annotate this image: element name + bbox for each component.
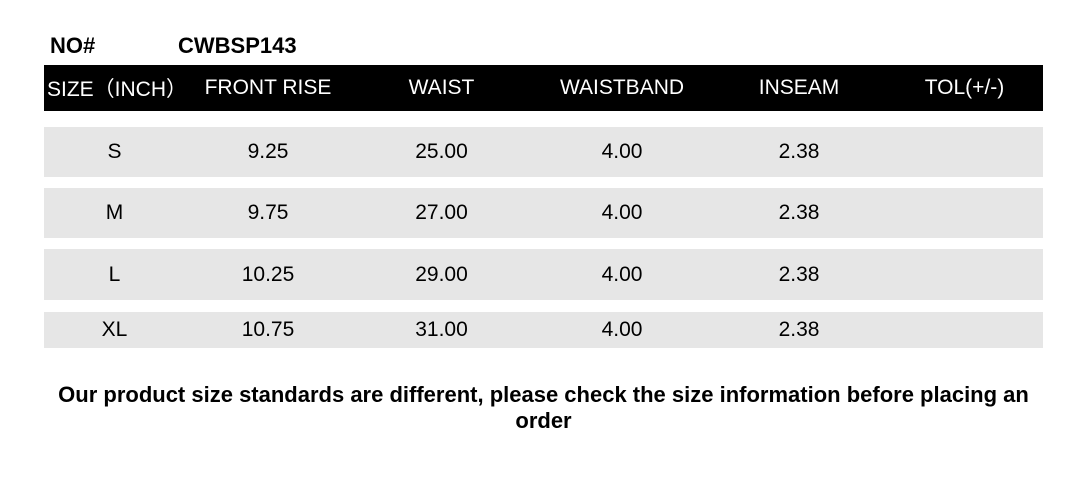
cell-waist: 29.00	[415, 262, 468, 286]
cell-waistband: 4.00	[601, 140, 643, 163]
cell-inseam: 2.38	[778, 140, 820, 163]
cell-front-rise: 10.25	[241, 262, 295, 286]
product-number-line: NO# CWBSP143	[44, 33, 1043, 58]
cell-waist: 25.00	[415, 140, 468, 163]
table-row-size-l: L 10.25 29.00 4.00 2.38	[44, 249, 1043, 300]
cell-front-rise: 10.75	[241, 318, 295, 341]
cell-waistband: 4.00	[601, 201, 643, 224]
product-no-label: NO#	[50, 33, 96, 58]
cell-waist: 27.00	[415, 201, 468, 224]
cell-inseam: 2.38	[778, 201, 820, 224]
column-header-front-rise: FRONT RISE	[204, 76, 332, 99]
column-header-tol: TOL(+/-)	[924, 76, 1005, 99]
size-table-header-row: SIZE（INCH） FRONT RISE WAIST WAISTBAND IN…	[44, 65, 1043, 111]
column-header-waistband: WAISTBAND	[559, 76, 685, 99]
cell-size: L	[108, 262, 121, 286]
column-header-waist: WAIST	[408, 76, 475, 99]
table-row-size-xl: XL 10.75 31.00 4.00 2.38	[44, 312, 1043, 348]
column-header-size: SIZE（INCH）	[47, 78, 185, 101]
cell-front-rise: 9.75	[247, 201, 289, 224]
size-disclaimer-note: Our product size standards are different…	[58, 382, 1029, 433]
cell-waistband: 4.00	[601, 262, 643, 286]
cell-inseam: 2.38	[778, 318, 820, 341]
cell-size: XL	[101, 318, 128, 341]
cell-size: S	[107, 140, 122, 163]
cell-front-rise: 9.25	[247, 140, 289, 163]
cell-waist: 31.00	[415, 318, 468, 341]
table-row-size-m: M 9.75 27.00 4.00 2.38	[44, 188, 1043, 238]
table-row-size-s: S 9.25 25.00 4.00 2.38	[44, 127, 1043, 177]
size-chart: NO# CWBSP143 SIZE（INCH） FRONT RISE WAIST…	[44, 33, 1043, 434]
cell-size: M	[105, 201, 124, 224]
cell-inseam: 2.38	[778, 262, 820, 286]
product-no-value: CWBSP143	[178, 33, 297, 58]
column-header-inseam: INSEAM	[758, 76, 840, 99]
cell-waistband: 4.00	[601, 318, 643, 341]
